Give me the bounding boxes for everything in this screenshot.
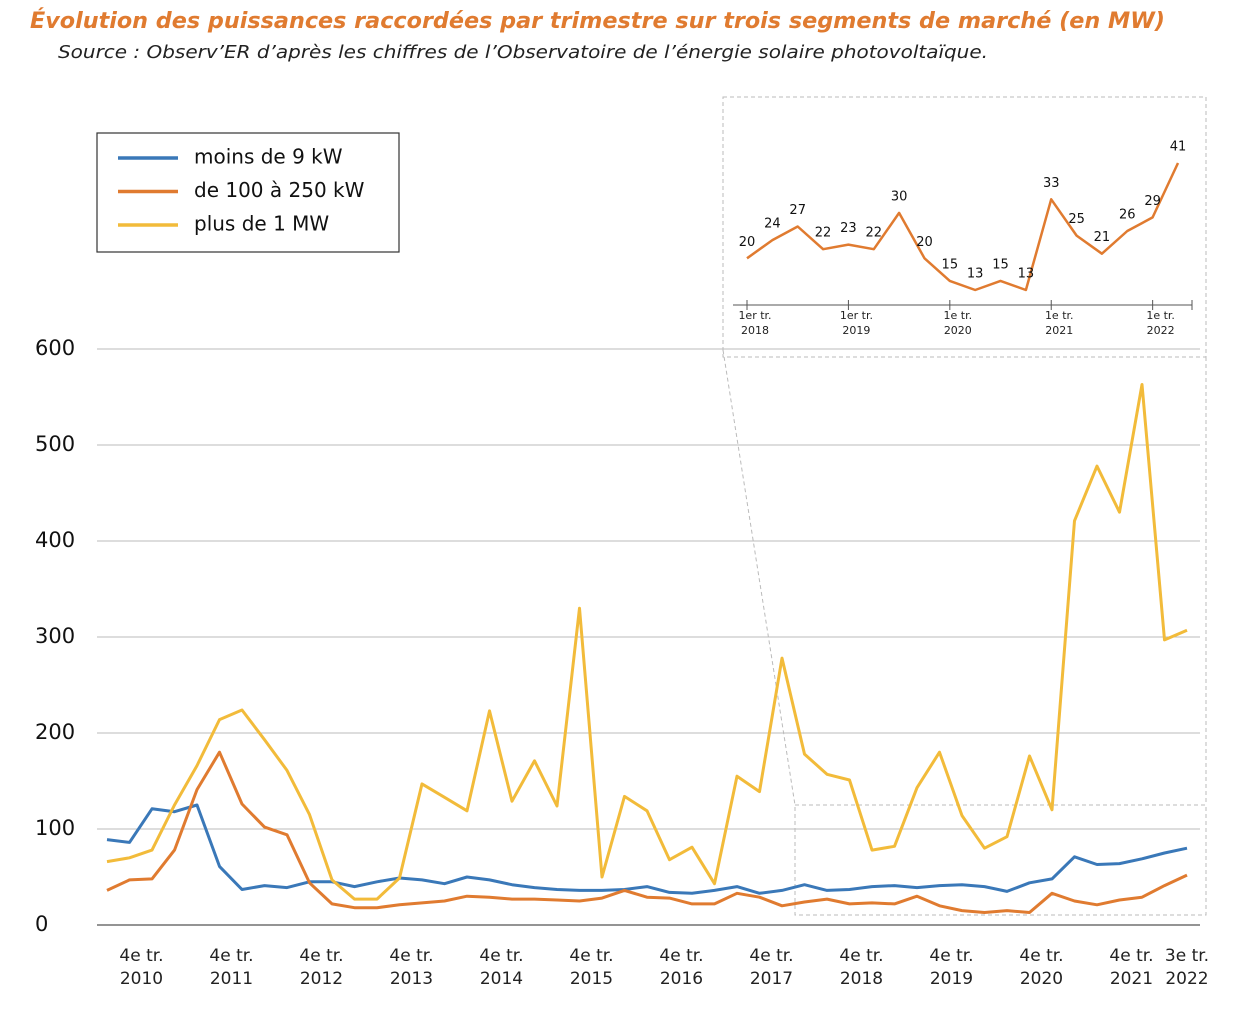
- x-tick-label: 4e tr. 2011: [209, 946, 254, 989]
- x-tick-label: 4e tr. 2013: [389, 946, 434, 989]
- legend-label: plus de 1 MW: [194, 212, 329, 236]
- data-label: 21: [1094, 230, 1111, 245]
- series-line: [746, 162, 1180, 292]
- x-tick-label: 4e tr. 2015: [569, 946, 614, 989]
- y-tick-label: 0: [35, 912, 48, 936]
- x-tick-label: 4e tr. 2020: [1019, 946, 1064, 989]
- inset-tick-label: 1er tr. 2018: [738, 309, 772, 337]
- x-tick-label: 4e tr. 2014: [479, 946, 524, 989]
- data-label: 24: [764, 217, 781, 232]
- x-tick-label: 3e tr. 2022: [1164, 946, 1210, 989]
- data-label: 29: [1144, 194, 1161, 209]
- data-label: 26: [1119, 208, 1136, 223]
- y-tick-label: 500: [35, 432, 75, 456]
- chart-subtitle: Source : Observ’ER d’après les chiffres …: [58, 42, 988, 63]
- x-tick-label: 4e tr. 2019: [929, 946, 974, 989]
- data-label: 22: [865, 226, 882, 241]
- inset-tick-label: 1e tr. 2022: [1146, 309, 1175, 337]
- inset-box: [722, 96, 1207, 358]
- data-label: 15: [942, 257, 959, 272]
- data-label: 33: [1043, 176, 1060, 191]
- zoom-box: [794, 804, 1207, 916]
- y-tick-label: 200: [35, 720, 75, 744]
- x-tick-label: 4e tr. 2018: [839, 946, 884, 989]
- y-tick-label: 400: [35, 528, 75, 552]
- x-tick-label: 4e tr. 2012: [299, 946, 344, 989]
- chart-title: Évolution des puissances raccordées par …: [30, 8, 1165, 34]
- legend-label: de 100 à 250 kW: [194, 178, 365, 202]
- data-label: 13: [1018, 267, 1035, 282]
- data-label: 20: [916, 235, 933, 250]
- data-label: 30: [891, 189, 908, 204]
- data-label: 13: [967, 267, 984, 282]
- x-tick-label: 4e tr. 2017: [749, 946, 794, 989]
- data-label: 23: [840, 221, 857, 236]
- data-label: 27: [789, 203, 806, 218]
- inset-tick-label: 1e tr. 2021: [1044, 309, 1074, 337]
- y-tick-label: 300: [35, 624, 75, 648]
- data-label: 20: [739, 235, 756, 250]
- legend-label: moins de 9 kW: [194, 145, 343, 169]
- x-tick-label: 4e tr. 2021: [1109, 946, 1154, 989]
- series-line: [106, 383, 1188, 901]
- series-line: [106, 803, 1188, 895]
- data-label: 41: [1170, 140, 1187, 155]
- x-tick-label: 4e tr. 2016: [659, 946, 704, 989]
- y-tick-label: 600: [35, 336, 75, 360]
- series-line: [106, 750, 1188, 914]
- connector: [722, 349, 796, 806]
- data-label: 22: [815, 226, 832, 241]
- data-label: 15: [992, 257, 1009, 272]
- y-tick-label: 100: [35, 816, 75, 840]
- inset-tick-label: 1e tr. 2020: [943, 309, 973, 337]
- data-label: 25: [1068, 212, 1085, 227]
- x-tick-label: 4e tr. 2010: [119, 946, 164, 989]
- inset-tick-label: 1er tr. 2019: [839, 309, 873, 337]
